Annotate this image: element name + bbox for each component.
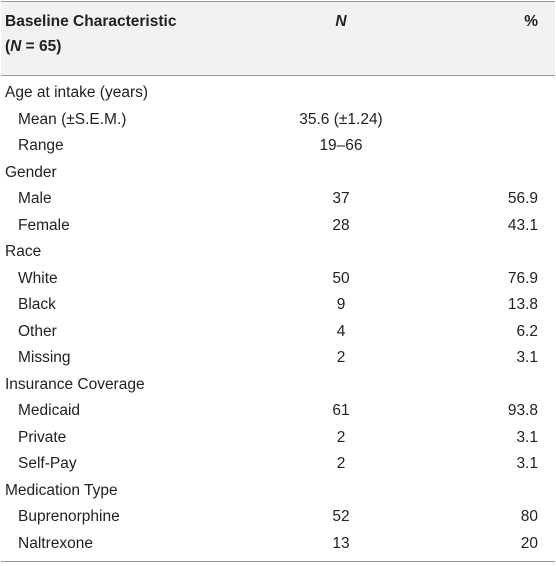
row-label: Gender bbox=[5, 163, 57, 181]
row-label: Medication Type bbox=[5, 481, 118, 499]
row-percent: 43.1 bbox=[507, 216, 538, 234]
table-row: Female 28 43.1 bbox=[1, 213, 555, 240]
row-label: Race bbox=[5, 243, 42, 260]
table-row: Mean (±S.E.M.) 35.6 (±1.24) bbox=[1, 107, 555, 134]
table-row: Age at intake (years) bbox=[1, 80, 555, 107]
row-n: 37 bbox=[332, 190, 350, 207]
table-row: Male 37 56.9 bbox=[1, 186, 555, 213]
table-header: Baseline Characteristic (N = 65) N % bbox=[1, 2, 555, 75]
header-percent: % bbox=[524, 13, 538, 30]
row-label: Missing bbox=[18, 349, 71, 366]
table-row: White 50 76.9 bbox=[1, 266, 555, 293]
table-row: Black 9 13.8 bbox=[1, 292, 555, 319]
bottom-rule bbox=[1, 561, 555, 562]
row-percent: 3.1 bbox=[516, 428, 538, 446]
row-label: Private bbox=[18, 428, 67, 446]
row-n: 2 bbox=[336, 349, 346, 366]
table-row: Medicaid 61 93.8 bbox=[1, 398, 555, 425]
row-label: Range bbox=[18, 137, 64, 154]
row-percent: 20 bbox=[520, 534, 538, 552]
row-percent: 76.9 bbox=[507, 269, 538, 287]
row-label: Other bbox=[18, 322, 57, 340]
row-percent: 3.1 bbox=[516, 349, 538, 366]
row-n: 13 bbox=[332, 534, 350, 552]
row-n: 61 bbox=[332, 402, 350, 419]
top-rule bbox=[1, 1, 555, 2]
header-rule bbox=[1, 75, 555, 76]
row-n: 9 bbox=[336, 296, 346, 313]
row-label: Medicaid bbox=[18, 402, 81, 419]
table-body: Age at intake (years) Mean (±S.E.M.) 35.6… bbox=[1, 76, 555, 557]
header-label-line2: (N = 65) bbox=[5, 38, 62, 55]
row-label: Age at intake (years) bbox=[5, 84, 149, 101]
row-label: Black bbox=[18, 296, 56, 313]
header-n: N bbox=[335, 13, 347, 30]
row-n: 50 bbox=[332, 269, 350, 287]
header-label-line1: Baseline Characteristic bbox=[5, 13, 177, 30]
row-label: Mean (±S.E.M.) bbox=[18, 110, 127, 128]
table-row: Race bbox=[1, 239, 555, 266]
table-row: Other 4 6.2 bbox=[1, 319, 555, 346]
row-n: 2 bbox=[336, 428, 346, 446]
table-row: Insurance Coverage bbox=[1, 372, 555, 399]
table-row: Buprenorphine 52 80 bbox=[1, 504, 555, 531]
table-row: Medication Type bbox=[1, 478, 555, 505]
row-n: 19–66 bbox=[319, 137, 363, 154]
table-row: Gender bbox=[1, 160, 555, 187]
row-label: Female bbox=[18, 216, 70, 234]
row-label: Insurance Coverage bbox=[5, 375, 145, 393]
table-row: Self-Pay 2 3.1 bbox=[1, 451, 555, 478]
table-row: Private 2 3.1 bbox=[1, 425, 555, 452]
table-row: Missing 2 3.1 bbox=[1, 345, 555, 372]
row-n: 52 bbox=[332, 508, 350, 525]
header-label: Baseline Characteristic (N = 65) bbox=[5, 9, 176, 59]
row-n: 2 bbox=[336, 455, 346, 472]
row-percent: 80 bbox=[520, 508, 538, 525]
table-row: Naltrexone 13 20 bbox=[1, 531, 555, 558]
row-percent: 13.8 bbox=[507, 296, 538, 313]
row-n: 4 bbox=[336, 322, 346, 340]
row-percent: 93.8 bbox=[507, 402, 538, 419]
row-label: Self-Pay bbox=[18, 455, 77, 472]
row-percent: 6.2 bbox=[516, 322, 538, 340]
row-label: Naltrexone bbox=[18, 534, 93, 552]
row-n: 35.6 (±1.24) bbox=[299, 110, 383, 128]
row-label: Buprenorphine bbox=[18, 508, 120, 525]
row-percent: 3.1 bbox=[516, 455, 538, 472]
table-row: Range 19–66 bbox=[1, 133, 555, 160]
row-percent: 56.9 bbox=[507, 190, 538, 207]
row-label: White bbox=[18, 269, 58, 287]
row-n: 28 bbox=[332, 216, 350, 234]
row-label: Male bbox=[18, 190, 52, 207]
